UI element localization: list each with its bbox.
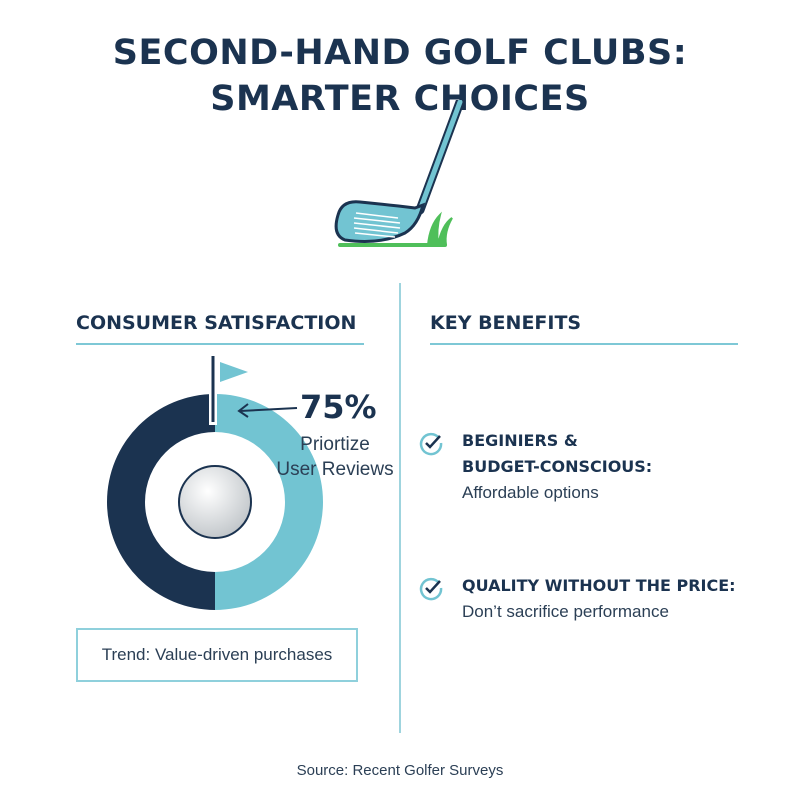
- golf-ball-icon: [178, 465, 252, 539]
- check-circle-icon: [419, 577, 443, 601]
- benefit-description: Don’t sacrifice performance: [462, 602, 669, 621]
- heading-rule: [76, 343, 364, 345]
- label-line-2: User Reviews: [276, 459, 394, 480]
- donut-segment-2: [107, 394, 215, 610]
- donut-chart: [107, 356, 323, 610]
- percentage-label: Priortize User Reviews: [270, 432, 400, 482]
- percentage-value: 75%: [300, 388, 377, 426]
- label-line-1: Priortize: [300, 434, 370, 455]
- consumer-satisfaction-heading: CONSUMER SATISFACTION: [76, 312, 357, 334]
- trend-box: Trend: Value-driven purchases: [76, 628, 358, 682]
- title-line-1: SECOND-HAND GOLF CLUBS:: [112, 33, 688, 73]
- page-title: SECOND-HAND GOLF CLUBS: SMARTER CHOICES: [0, 30, 800, 122]
- golf-club-icon: [334, 100, 465, 247]
- benefit-item: BEGINIERS & BUDGET-CONSCIOUS: Affordable…: [419, 428, 653, 506]
- flag-icon: [220, 362, 248, 382]
- source-note: Source: Recent Golfer Surveys: [296, 762, 504, 779]
- benefit-description: Affordable options: [462, 483, 599, 502]
- heading-rule: [430, 343, 738, 345]
- donut-segment-1: [215, 394, 323, 610]
- check-circle-icon: [419, 432, 443, 456]
- benefit-title: QUALITY WITHOUT THE PRICE:: [462, 576, 736, 595]
- title-line-2: SMARTER CHOICES: [210, 79, 590, 119]
- key-benefits-heading: KEY BENEFITS: [430, 312, 582, 334]
- benefit-title: BUDGET-CONSCIOUS:: [462, 457, 653, 476]
- benefit-title: BEGINIERS &: [462, 431, 578, 450]
- benefit-item: QUALITY WITHOUT THE PRICE: Don’t sacrifi…: [419, 573, 736, 625]
- arrow-icon: [237, 403, 298, 418]
- column-divider: [399, 283, 401, 733]
